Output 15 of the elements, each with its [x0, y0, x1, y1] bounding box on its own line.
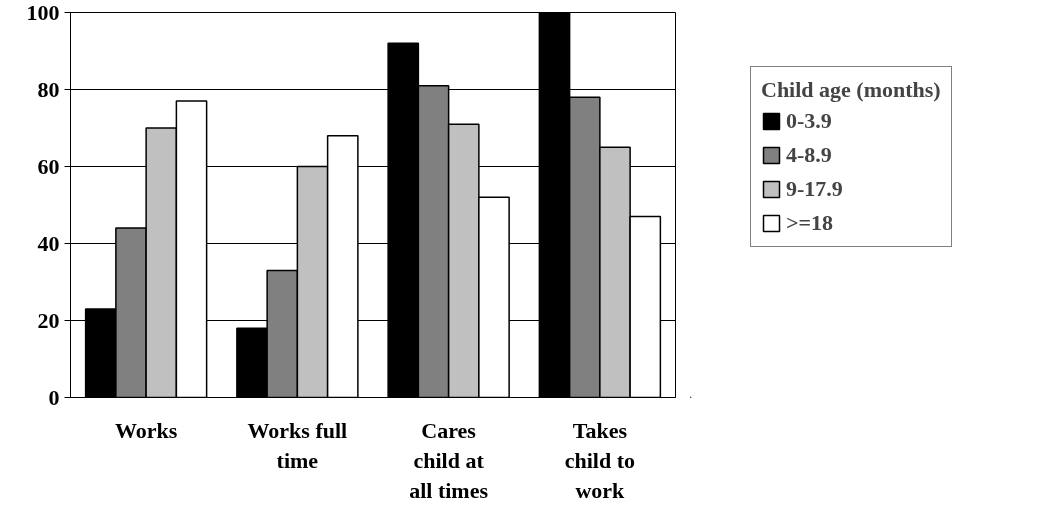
legend-label: 4-8.9 [786, 142, 832, 168]
legend-label: >=18 [786, 210, 834, 236]
legend-label: 9-17.9 [786, 176, 843, 202]
x-tick-label: Takes child to work [564, 417, 636, 503]
x-tick-label: Works full time [247, 417, 348, 473]
y-tick-label: 40 [37, 230, 60, 256]
x-tick-label: Cares child at all times [409, 417, 489, 503]
legend-label: 0-3.9 [786, 108, 832, 134]
legend-title: Child age (months) [761, 77, 941, 103]
y-tick-label: 20 [37, 307, 60, 333]
y-tick-label: 0 [48, 384, 60, 410]
y-tick-label: 80 [37, 76, 60, 102]
y-tick-label: 100 [26, 0, 60, 25]
x-tick-label: Works [114, 417, 178, 443]
y-tick-label: 60 [37, 153, 60, 179]
